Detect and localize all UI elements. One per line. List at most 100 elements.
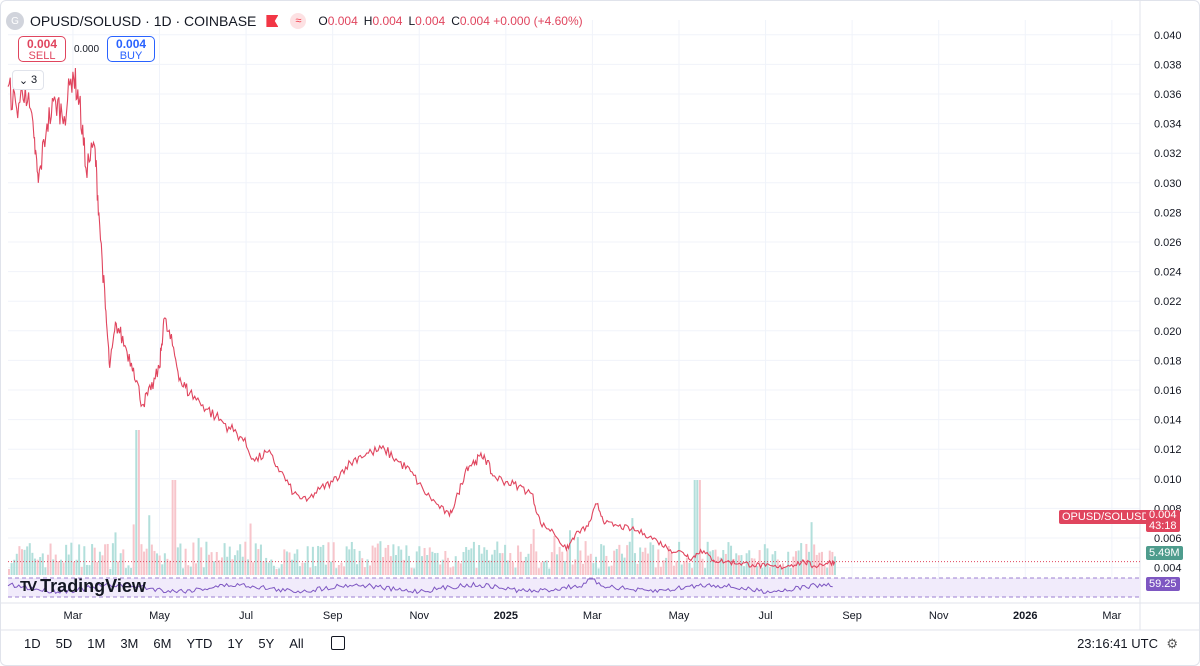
volume-bar: [587, 555, 590, 575]
symbol-title[interactable]: OPUSD/SOLUSD · 1D · COINBASE: [30, 13, 257, 29]
volume-bar: [387, 544, 390, 575]
volume-bar: [18, 546, 21, 575]
volume-bar: [106, 543, 109, 575]
range-5y[interactable]: 5Y: [258, 636, 275, 651]
range-6m[interactable]: 6M: [153, 636, 172, 651]
sell-button[interactable]: 0.004 SELL: [18, 36, 66, 62]
volume-bar: [626, 545, 629, 575]
volume-bar: [343, 566, 346, 575]
volume-bar: [236, 550, 239, 575]
volume-bar: [579, 550, 582, 575]
volume-bar: [652, 544, 655, 575]
volume-bar: [548, 568, 551, 575]
volume-bar: [72, 561, 75, 575]
volume-bar: [769, 567, 772, 575]
indicators-collapse-button[interactable]: ⌄ 3: [12, 70, 44, 90]
tradingview-mark-icon: TV: [20, 578, 37, 595]
x-tick-label: Mar: [63, 610, 82, 622]
volume-bar: [420, 556, 423, 575]
volume-bar: [91, 544, 94, 575]
volume-bar: [779, 567, 782, 575]
volume-bar: [301, 562, 304, 575]
volume-bar: [85, 564, 88, 575]
volume-bar: [514, 567, 517, 575]
volume-bar: [756, 566, 759, 575]
volume-bar: [189, 566, 192, 575]
volume-bar: [23, 549, 26, 575]
volume-bar: [633, 553, 636, 575]
volume-bar: [340, 562, 343, 575]
volume-bar: [569, 530, 572, 575]
range-1y[interactable]: 1Y: [227, 636, 244, 651]
volume-bar: [737, 555, 740, 575]
volume-bar: [493, 549, 496, 575]
volume-bar: [426, 555, 429, 575]
volume-bar: [628, 541, 631, 575]
volume-bar: [361, 558, 364, 575]
volume-bar: [195, 563, 198, 575]
tradingview-logo[interactable]: TV TradingView: [20, 576, 146, 597]
x-tick-label: May: [669, 610, 690, 622]
volume-bar: [15, 553, 18, 575]
volume-bar: [431, 551, 434, 575]
volume-bar: [41, 553, 44, 575]
volume-bar: [220, 557, 223, 575]
volume-bar: [623, 557, 626, 575]
volume-bar: [784, 567, 787, 575]
volume-bar: [161, 564, 164, 575]
volume-bar: [789, 567, 792, 575]
volume-bar: [610, 565, 613, 575]
volume-bar: [782, 563, 785, 575]
range-1m[interactable]: 1M: [87, 636, 106, 651]
range-5d[interactable]: 5D: [55, 636, 73, 651]
volume-bar: [259, 544, 262, 575]
volume-bar: [26, 546, 29, 575]
volume-bar: [223, 543, 226, 575]
volume-bar: [698, 480, 701, 575]
range-3m[interactable]: 3M: [120, 636, 139, 651]
volume-bar: [96, 562, 99, 575]
volume-bar: [392, 544, 395, 575]
volume-bar: [605, 555, 608, 575]
symbol-icon[interactable]: G: [6, 12, 24, 30]
range-1d[interactable]: 1D: [24, 636, 41, 651]
volume-bar: [571, 564, 574, 575]
volume-bar: [376, 543, 379, 575]
volume-bar: [158, 555, 161, 575]
volume-bar: [730, 545, 733, 575]
volume-bar: [641, 551, 644, 575]
volume-bar: [166, 558, 169, 575]
utc-clock[interactable]: 23:16:41 UTC: [1077, 636, 1158, 651]
gear-icon[interactable]: ⚙: [1166, 636, 1178, 651]
volume-bar: [457, 561, 460, 575]
volume-bar: [413, 568, 416, 575]
volume-bar: [119, 553, 122, 575]
range-all[interactable]: All: [289, 636, 304, 651]
range-ytd[interactable]: YTD: [186, 636, 213, 651]
volume-bar: [200, 547, 203, 575]
calendar-icon[interactable]: [330, 636, 345, 650]
volume-bar: [696, 480, 699, 575]
volume-bar: [257, 549, 260, 575]
volume-bar: [706, 541, 709, 575]
volume-bar: [470, 548, 473, 575]
volume-bar: [293, 553, 296, 575]
volume-bar: [8, 568, 10, 575]
volume-bar: [763, 544, 766, 575]
volume-bar: [602, 545, 605, 575]
volume-bar: [543, 561, 546, 575]
volume-bar: [10, 563, 13, 575]
indicator-wave-icon[interactable]: ≈: [290, 13, 307, 29]
last-price-tag: 0.004 43:18: [1146, 510, 1180, 532]
volume-bar: [402, 559, 405, 575]
volume-bar: [459, 563, 462, 575]
volume-bar: [314, 566, 317, 575]
volume-bar: [680, 564, 683, 575]
volume-bar: [711, 550, 714, 575]
volume-bar: [239, 544, 242, 575]
buy-button[interactable]: 0.004 BUY: [107, 36, 156, 62]
flag-icon[interactable]: [266, 15, 279, 27]
volume-bar: [532, 529, 535, 575]
volume-bar: [213, 561, 216, 575]
